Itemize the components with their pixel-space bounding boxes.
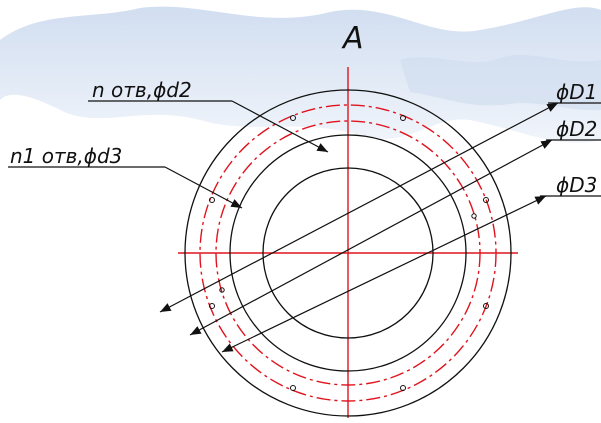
label-holes-d2: n отв,ϕd2 bbox=[92, 78, 192, 102]
label-D1: ϕD1 bbox=[556, 80, 597, 104]
label-D3: ϕD3 bbox=[556, 173, 597, 197]
view-label: A bbox=[341, 21, 364, 56]
leader-holes-d3 bbox=[164, 166, 243, 209]
dim-line-D2 bbox=[189, 139, 553, 336]
hole bbox=[400, 385, 406, 391]
label-D2: ϕD2 bbox=[556, 117, 597, 141]
dim-line-D3 bbox=[221, 195, 547, 353]
hole bbox=[471, 213, 477, 219]
label-holes-d3: n1 отв,ϕd3 bbox=[10, 144, 122, 168]
hole bbox=[290, 385, 296, 391]
background-map-detail bbox=[400, 54, 601, 111]
